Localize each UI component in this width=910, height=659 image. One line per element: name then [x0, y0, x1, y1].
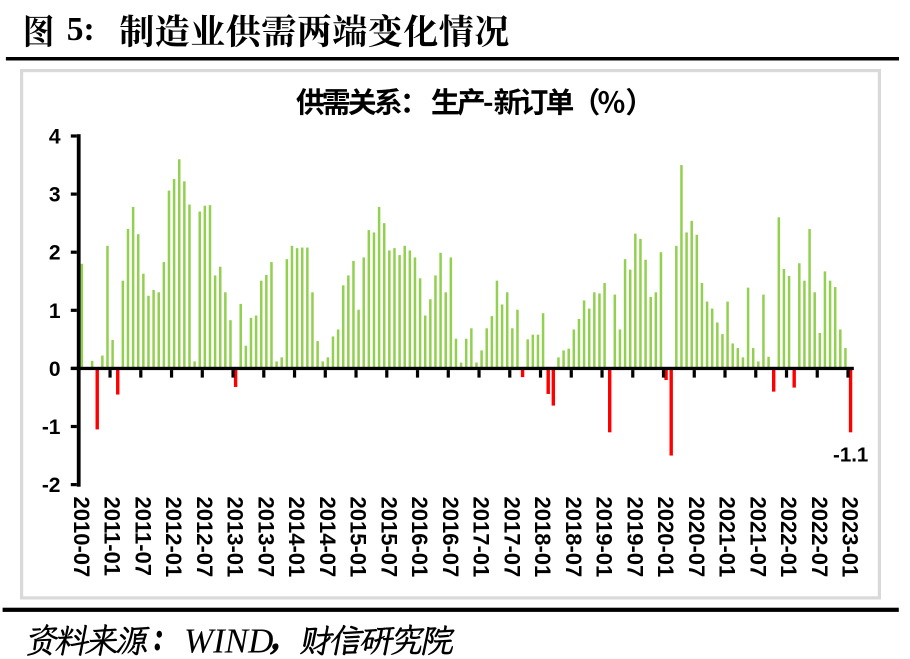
- svg-text:2011-01: 2011-01: [100, 497, 125, 577]
- svg-text:WIND: WIND: [184, 622, 273, 659]
- svg-text:2021-07: 2021-07: [745, 497, 770, 578]
- svg-text:2017-07: 2017-07: [499, 497, 524, 578]
- svg-text:-2: -2: [42, 474, 61, 497]
- svg-text:2022-07: 2022-07: [807, 497, 832, 578]
- svg-text:2016-01: 2016-01: [407, 497, 432, 578]
- svg-text:2019-01: 2019-01: [592, 497, 617, 578]
- svg-text:2011-07: 2011-07: [130, 497, 155, 577]
- svg-text:2022-01: 2022-01: [776, 497, 801, 578]
- svg-text:-1.1: -1.1: [833, 443, 868, 466]
- svg-text:2020-01: 2020-01: [653, 497, 678, 578]
- svg-text:2012-01: 2012-01: [161, 497, 186, 578]
- svg-text:2014-07: 2014-07: [315, 497, 340, 578]
- svg-text:2: 2: [49, 242, 61, 265]
- svg-text:2015-07: 2015-07: [376, 497, 401, 578]
- svg-text:2021-01: 2021-01: [715, 497, 740, 578]
- svg-text:2015-01: 2015-01: [346, 497, 371, 578]
- svg-text:2014-01: 2014-01: [284, 497, 309, 578]
- svg-text:2016-07: 2016-07: [438, 497, 463, 578]
- svg-text:2023-01: 2023-01: [838, 497, 863, 578]
- svg-text:0: 0: [49, 358, 61, 381]
- svg-text:2018-07: 2018-07: [561, 497, 586, 578]
- svg-text:-1: -1: [42, 416, 61, 439]
- svg-text:4: 4: [49, 126, 61, 149]
- svg-text:5:: 5:: [67, 11, 95, 48]
- svg-text:2013-01: 2013-01: [223, 497, 248, 578]
- svg-text:2010-07: 2010-07: [69, 497, 94, 578]
- svg-text:2013-07: 2013-07: [253, 497, 278, 578]
- svg-text:2019-07: 2019-07: [622, 497, 647, 578]
- svg-text:2017-01: 2017-01: [469, 497, 494, 578]
- svg-text:3: 3: [49, 184, 61, 207]
- svg-text:2012-07: 2012-07: [192, 497, 217, 578]
- svg-text:2018-01: 2018-01: [530, 497, 555, 578]
- svg-text:1: 1: [49, 300, 61, 323]
- svg-text:2020-07: 2020-07: [684, 497, 709, 578]
